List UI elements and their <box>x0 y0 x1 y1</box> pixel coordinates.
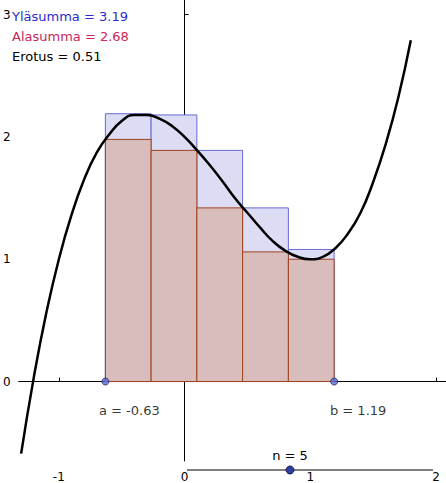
svg-text:3: 3 <box>3 8 11 22</box>
svg-text:-1: -1 <box>53 470 65 483</box>
svg-text:Alasumma = 2.68: Alasumma = 2.68 <box>12 29 129 44</box>
svg-text:0: 0 <box>3 375 11 389</box>
svg-text:b = 1.19: b = 1.19 <box>330 403 386 418</box>
svg-text:1: 1 <box>3 252 11 266</box>
svg-text:0: 0 <box>181 470 189 483</box>
svg-text:n = 5: n = 5 <box>272 448 308 463</box>
svg-text:Erotus = 0.51: Erotus = 0.51 <box>12 49 101 64</box>
svg-text:Yläsumma = 3.19: Yläsumma = 3.19 <box>11 9 128 24</box>
svg-text:a = -0.63: a = -0.63 <box>99 403 160 418</box>
svg-text:2: 2 <box>3 130 11 144</box>
svg-text:1: 1 <box>306 470 314 483</box>
svg-text:2: 2 <box>432 470 440 483</box>
